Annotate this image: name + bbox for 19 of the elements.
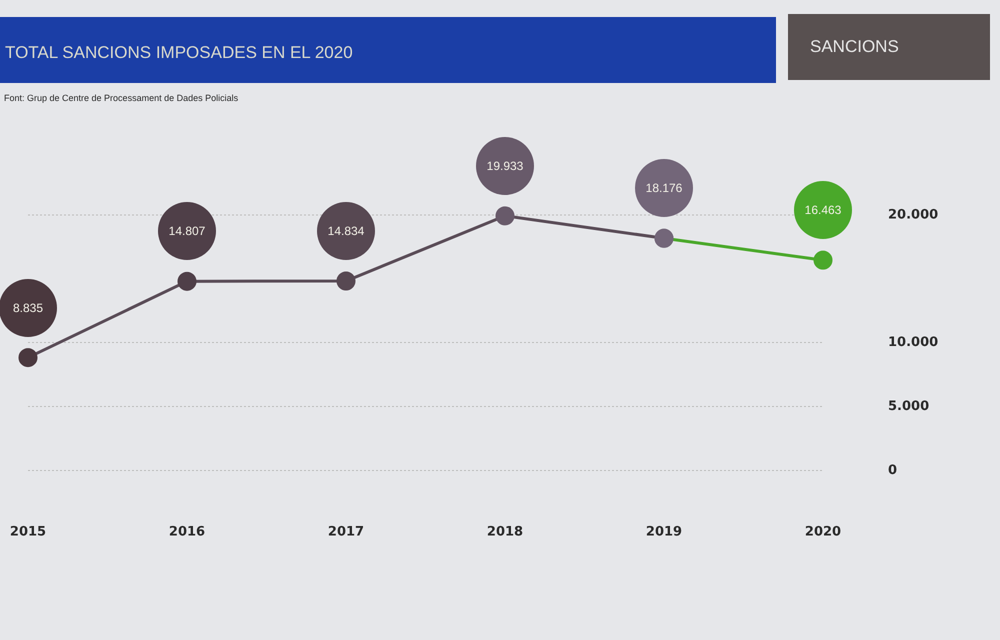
chart-title: TOTAL SANCIONS IMPOSADES EN EL 2020 [5,42,353,64]
data-label: 8.835 [12,300,44,315]
text: SANCIONS [810,36,899,58]
x-tick-label: 2016 [168,524,206,540]
data-label: 14.834 [328,224,364,238]
data-label: 19.933 [486,158,524,173]
y-tick-label: 10.000 [888,335,938,350]
x-tick-label: 2019 [646,524,682,540]
text: Font: Grup de Centre de Processament de Dades Policials [4,92,238,104]
data-label: 14.807 [168,224,206,238]
y-tick-label: 0 [888,462,898,478]
x-tick-label: 2017 [328,524,364,540]
data-label: 16.463 [804,203,842,218]
x-tick-label: 2018 [486,524,524,540]
x-tick-label: 2015 [10,524,46,540]
y-tick-label: 20.000 [888,207,938,222]
data-label: 18.176 [646,181,682,196]
y-tick-label: 5.000 [888,398,930,414]
x-tick-label: 2020 [804,524,842,540]
